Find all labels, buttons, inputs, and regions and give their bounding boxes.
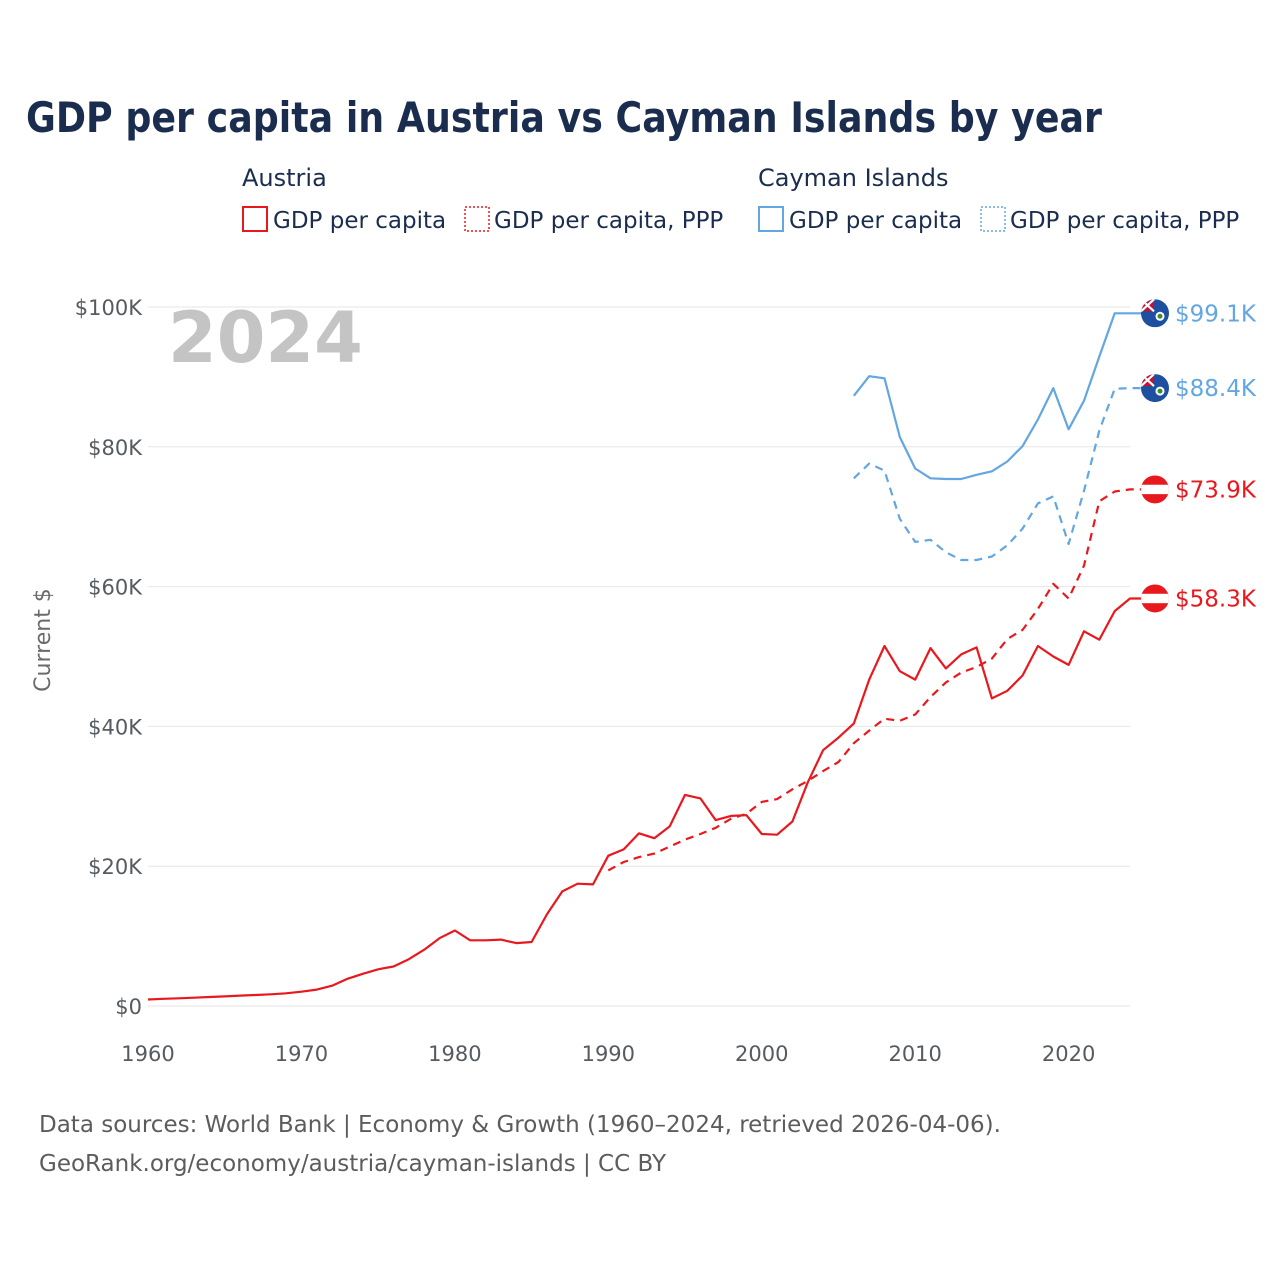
x-tick-label: 2000 bbox=[735, 1042, 788, 1066]
x-tick-label: 1990 bbox=[582, 1042, 635, 1066]
source-line: Data sources: World Bank | Economy & Gro… bbox=[39, 1112, 1001, 1138]
series-line bbox=[852, 312, 1155, 481]
legend-label-cayman-gdp: GDP per capita bbox=[789, 208, 962, 234]
x-tick-label: 1970 bbox=[275, 1042, 328, 1066]
legend-group-cayman: Cayman Islands bbox=[758, 164, 949, 192]
x-tick-label: 1960 bbox=[121, 1042, 174, 1066]
legend-swatch-cayman-ppp bbox=[980, 206, 1006, 232]
end-value-label: $88.4K bbox=[1175, 376, 1257, 402]
year-watermark: 2024 bbox=[168, 297, 363, 379]
series-line bbox=[147, 597, 1155, 1001]
y-tick-label: $20K bbox=[88, 855, 143, 879]
cayman-flag-icon bbox=[1141, 299, 1169, 328]
legend-group-austria: Austria bbox=[242, 164, 327, 192]
y-axis-ticks: $0 $20K $40K $60K $80K $100K bbox=[75, 296, 143, 1019]
legend-swatch-cayman-gdp bbox=[758, 206, 784, 232]
series-line bbox=[607, 488, 1155, 872]
y-tick-label: $0 bbox=[115, 995, 142, 1019]
x-tick-label: 2020 bbox=[1042, 1042, 1095, 1066]
series-line bbox=[853, 387, 1155, 562]
x-axis-ticks: 1960 1970 1980 1990 2000 2010 2020 bbox=[121, 1042, 1095, 1066]
y-tick-label: $60K bbox=[88, 576, 143, 600]
end-value-label: $99.1K bbox=[1175, 301, 1257, 327]
austria-flag-icon bbox=[1141, 584, 1169, 613]
grid bbox=[148, 306, 1130, 1007]
legend-label-austria-gdp: GDP per capita bbox=[273, 208, 446, 234]
chart-title: GDP per capita in Austria vs Cayman Isla… bbox=[26, 93, 1102, 142]
cayman-flag-icon bbox=[1141, 374, 1169, 403]
x-tick-label: 1980 bbox=[428, 1042, 481, 1066]
legend-label-cayman-ppp: GDP per capita, PPP bbox=[1010, 208, 1239, 234]
legend-swatch-austria-ppp bbox=[464, 206, 490, 232]
legend-swatch-austria-gdp bbox=[242, 206, 268, 232]
y-tick-label: $40K bbox=[88, 715, 143, 739]
y-tick-label: $100K bbox=[75, 296, 143, 320]
url-line: GeoRank.org/economy/austria/cayman-islan… bbox=[39, 1151, 667, 1177]
end-value-label: $58.3K bbox=[1175, 586, 1257, 612]
legend-label-austria-ppp: GDP per capita, PPP bbox=[494, 208, 723, 234]
x-tick-label: 2010 bbox=[888, 1042, 941, 1066]
end-value-label: $73.9K bbox=[1175, 477, 1257, 503]
series-lines bbox=[147, 312, 1155, 1001]
y-axis-title: Current $ bbox=[31, 588, 56, 692]
legend: Austria Cayman Islands GDP per capita GD… bbox=[242, 164, 1239, 234]
end-markers: $58.3K $73.9K $99.1K $88.4K bbox=[1141, 299, 1257, 613]
austria-flag-icon bbox=[1141, 475, 1169, 504]
y-tick-label: $80K bbox=[88, 436, 143, 460]
